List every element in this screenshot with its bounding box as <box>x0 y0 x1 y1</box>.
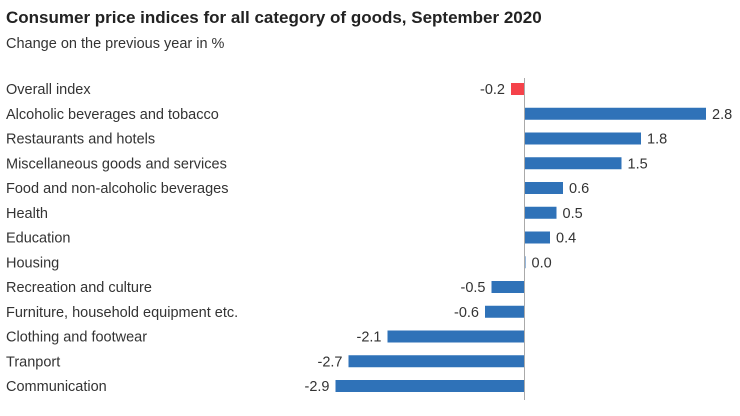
data-label: -2.9 <box>305 379 330 395</box>
bar <box>524 182 563 194</box>
bar <box>335 380 524 392</box>
category-label: Alcoholic beverages and tobacco <box>6 107 219 123</box>
category-label: Overall index <box>6 82 91 98</box>
bar <box>387 330 524 343</box>
data-label: -2.1 <box>357 330 382 346</box>
data-label: -0.2 <box>480 82 505 98</box>
bar <box>348 355 524 368</box>
bar <box>491 281 524 293</box>
category-label: Restaurants and hotels <box>6 132 155 148</box>
data-label: -2.7 <box>318 354 343 370</box>
bar <box>524 157 622 170</box>
category-label: Tranport <box>6 354 60 370</box>
bar <box>524 231 550 244</box>
category-label: Health <box>6 206 48 222</box>
category-label: Furniture, household equipment etc. <box>6 305 238 321</box>
data-label: -0.5 <box>461 280 486 296</box>
category-label: Miscellaneous goods and services <box>6 156 227 172</box>
category-label: Clothing and footwear <box>6 330 147 346</box>
data-label: 0.5 <box>563 206 583 222</box>
category-label: Recreation and culture <box>6 280 152 296</box>
data-label: -0.6 <box>454 305 479 321</box>
category-label: Housing <box>6 255 59 271</box>
chart-subtitle: Change on the previous year in % <box>6 36 225 52</box>
data-label: 1.5 <box>628 156 648 172</box>
chart-title: Consumer price indices for all category … <box>6 8 542 27</box>
bar <box>524 132 641 145</box>
bar <box>524 206 557 219</box>
category-label: Communication <box>6 379 107 395</box>
data-label: 1.8 <box>647 132 667 148</box>
bar <box>524 107 706 120</box>
data-label: 0.0 <box>532 255 552 271</box>
bar <box>511 83 524 95</box>
data-label: 0.6 <box>569 181 589 197</box>
bar <box>485 305 524 318</box>
data-label: 0.4 <box>556 231 576 247</box>
data-label: 2.8 <box>712 107 732 123</box>
category-label: Education <box>6 231 71 247</box>
category-label: Food and non-alcoholic beverages <box>6 181 228 197</box>
